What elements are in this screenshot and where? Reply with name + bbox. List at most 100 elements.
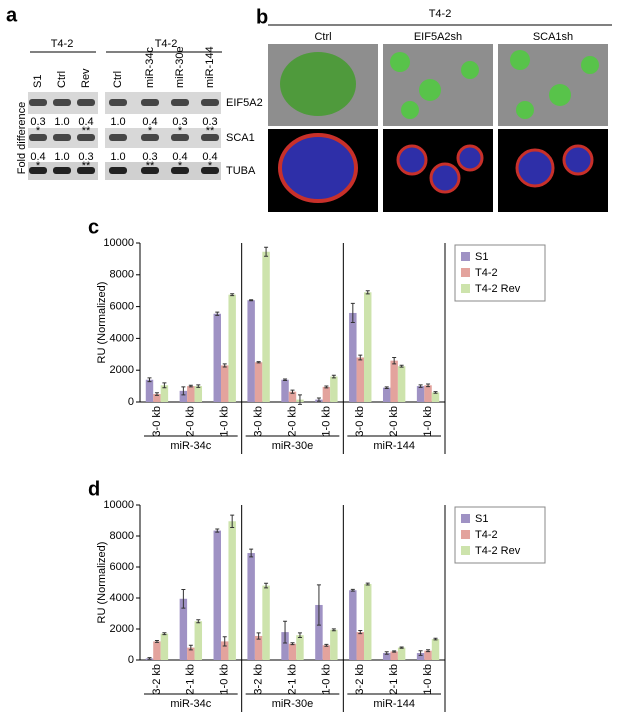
error-bar xyxy=(358,630,363,635)
error-bar xyxy=(181,386,186,396)
bar xyxy=(322,645,331,660)
bar xyxy=(416,386,425,402)
band xyxy=(29,134,47,141)
bar xyxy=(254,362,263,402)
y-axis-label: RU (Normalized) xyxy=(96,542,108,624)
group-label: miR-34c xyxy=(170,440,211,452)
blot xyxy=(105,92,221,114)
y-tick-label: 2000 xyxy=(110,623,134,635)
error-bar xyxy=(350,302,355,323)
x-tick-label: 3-2 kb xyxy=(151,664,163,695)
error-bar xyxy=(365,582,370,586)
error-bar xyxy=(290,642,295,646)
band xyxy=(53,99,71,106)
cell xyxy=(429,162,461,194)
fold-value: 0.3 xyxy=(30,116,45,128)
x-tick-label: 3-0 kb xyxy=(354,406,366,437)
fold-value: 0.4 xyxy=(172,151,187,163)
legend-label: T4-2 xyxy=(475,267,498,279)
blot xyxy=(105,128,221,148)
error-bar xyxy=(264,582,269,589)
cell xyxy=(401,101,419,119)
bar xyxy=(356,632,365,660)
band xyxy=(77,134,95,141)
bar xyxy=(382,387,391,402)
lane-label: miR-34c xyxy=(144,47,156,88)
column-label: SCA1sh xyxy=(533,31,573,43)
fold-value: 0.3 xyxy=(202,116,217,128)
bar xyxy=(416,653,425,660)
bar xyxy=(431,639,440,660)
band xyxy=(109,134,127,141)
bar xyxy=(228,521,236,660)
error-bar xyxy=(147,377,152,383)
band xyxy=(201,134,219,141)
error-bar xyxy=(215,311,220,316)
y-tick-label: 2000 xyxy=(110,364,134,376)
error-bar xyxy=(249,299,254,302)
error-bar xyxy=(290,389,295,394)
cell xyxy=(549,84,571,106)
error-bar xyxy=(249,548,254,558)
bar xyxy=(194,621,203,660)
error-bar xyxy=(399,646,404,649)
x-tick-label: 2-0 kb xyxy=(185,406,197,437)
significance: * xyxy=(36,125,41,137)
bar xyxy=(281,632,289,660)
bar xyxy=(356,357,365,402)
bar xyxy=(382,653,391,660)
error-bar xyxy=(154,392,159,396)
lane-label: S1 xyxy=(32,75,44,88)
error-bar xyxy=(350,588,355,592)
bar xyxy=(160,633,169,660)
error-bar xyxy=(222,636,227,647)
significance: ** xyxy=(82,160,91,172)
bar xyxy=(262,585,270,660)
y-tick-label: 0 xyxy=(128,396,134,408)
legend-label: S1 xyxy=(475,251,488,263)
error-bar xyxy=(230,293,235,297)
error-bar xyxy=(147,657,152,660)
significance: * xyxy=(36,160,41,172)
fold-value: 0.4 xyxy=(30,151,45,163)
bar xyxy=(220,365,229,402)
error-bar xyxy=(433,391,438,394)
y-tick-label: 4000 xyxy=(110,332,134,344)
error-bar xyxy=(188,644,193,651)
group-label: miR-30e xyxy=(272,440,314,452)
bar xyxy=(187,386,195,402)
bar xyxy=(281,379,289,402)
fold-value: 0.3 xyxy=(172,116,187,128)
error-bar xyxy=(215,528,220,533)
bar xyxy=(424,385,432,402)
bar xyxy=(213,530,221,660)
x-tick-label: 2-0 kb xyxy=(388,406,400,437)
cell xyxy=(516,101,534,119)
y-tick-label: 10000 xyxy=(103,237,134,249)
y-tick-label: 6000 xyxy=(110,561,134,573)
bar xyxy=(153,394,161,402)
y-tick-label: 0 xyxy=(128,654,134,666)
bar xyxy=(160,385,169,402)
bar xyxy=(228,294,236,402)
y-label: Fold difference xyxy=(16,102,28,175)
band xyxy=(201,167,219,174)
cell xyxy=(510,50,530,70)
legend-swatch xyxy=(461,546,470,555)
significance: ** xyxy=(82,125,91,137)
error-bar xyxy=(418,650,423,656)
cell xyxy=(280,52,356,116)
column-label: EIF5A2sh xyxy=(414,31,462,43)
group-label: miR-30e xyxy=(272,698,314,710)
row-label: EIF5A2 xyxy=(226,97,263,109)
bar xyxy=(330,629,338,660)
bar xyxy=(194,386,203,402)
blots xyxy=(28,92,221,180)
micrographs xyxy=(268,44,608,212)
cell xyxy=(456,144,484,172)
band xyxy=(171,134,189,141)
bar xyxy=(288,643,297,660)
cell xyxy=(396,144,428,176)
x-tick-label: 3-0 kb xyxy=(151,406,163,437)
bar xyxy=(397,647,406,660)
